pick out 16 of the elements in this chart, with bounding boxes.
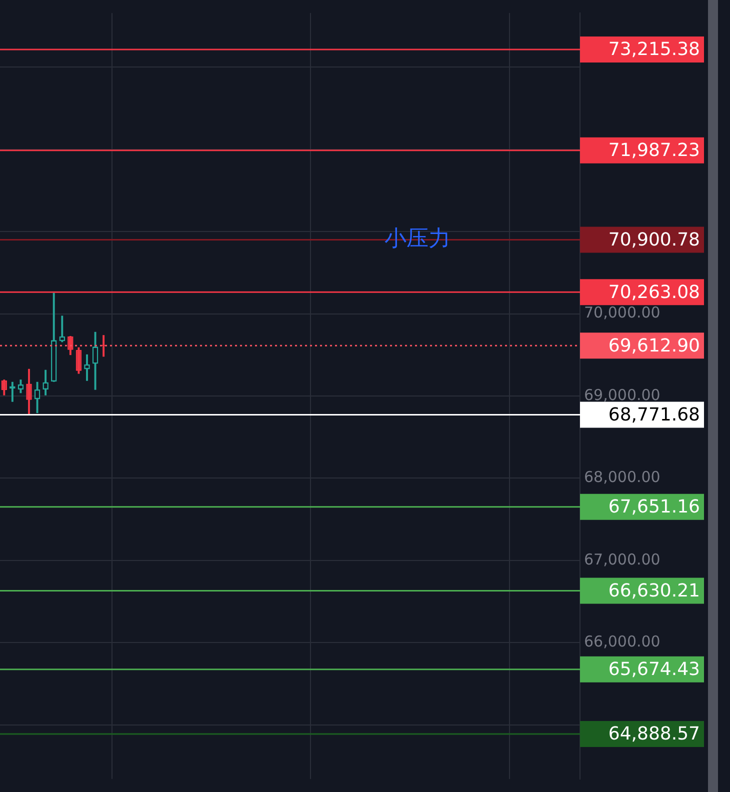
- ref-line-label: 68,771.68: [608, 404, 700, 426]
- ref-line-label: 66,630.21: [608, 580, 700, 602]
- y-tick-label: 67,000.00: [584, 550, 660, 568]
- ref-line-label: 70,900.78: [608, 229, 700, 250]
- ref-line-label: 65,674.43: [608, 659, 700, 680]
- y-tick-label: 69,000.00: [584, 386, 660, 404]
- ref-line-label: 64,888.57: [608, 724, 700, 745]
- ref-line-label: 71,987.23: [608, 140, 700, 162]
- y-tick-label: 70,000.00: [584, 304, 660, 322]
- ref-line-label: 73,215.38: [608, 39, 700, 60]
- ref-line-label: 67,651.16: [608, 496, 700, 518]
- ref-line-label: 69,612.90: [608, 335, 700, 356]
- y-tick-label: 66,000.00: [584, 632, 660, 651]
- annotation: 小压力: [384, 226, 451, 252]
- ref-line-label: 70,263.08: [608, 282, 700, 303]
- y-tick-label: 68,000.00: [584, 468, 660, 486]
